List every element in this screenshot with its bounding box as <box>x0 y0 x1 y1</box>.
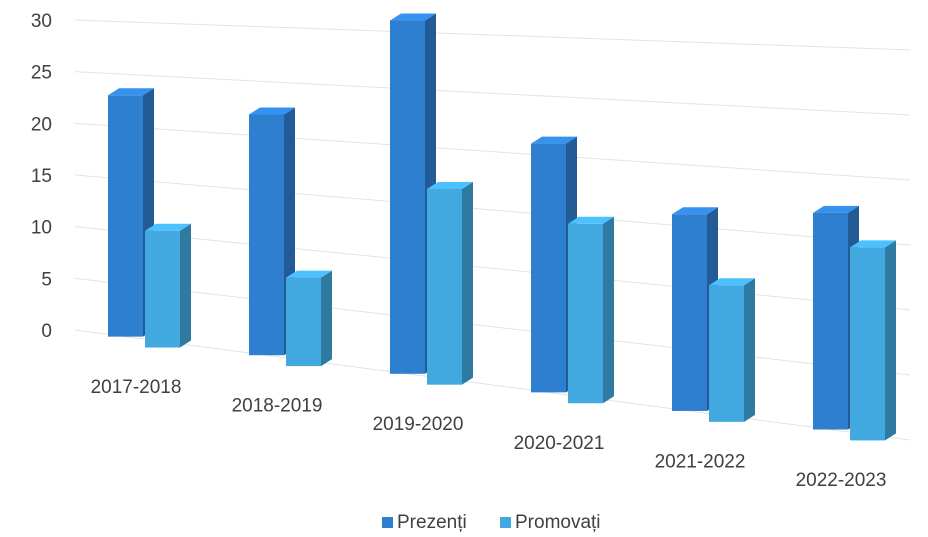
legend: Prezenți Promovați <box>382 512 601 533</box>
y-tick-label: 15 <box>31 166 52 187</box>
bar-front <box>390 20 425 374</box>
gridline <box>74 19 911 51</box>
bar-front <box>108 95 143 337</box>
legend-item: Promovați <box>500 512 601 533</box>
bar-front <box>427 188 462 385</box>
gridline <box>74 226 911 311</box>
y-tick-label: 20 <box>31 114 52 135</box>
gridline <box>74 329 911 441</box>
x-category-label: 2018-2019 <box>232 396 323 417</box>
bar-top <box>672 207 718 215</box>
bar-side <box>885 240 896 441</box>
y-tick-label: 25 <box>31 63 52 84</box>
y-tick-label: 5 <box>41 269 52 290</box>
bar-side <box>744 278 755 422</box>
bar-side <box>180 223 191 348</box>
bar <box>427 181 473 385</box>
bar-side <box>603 216 614 404</box>
bar-front <box>286 277 321 367</box>
bar-top <box>145 223 191 231</box>
legend-label: Promovați <box>515 512 601 533</box>
bars <box>108 13 896 441</box>
bar-front <box>568 223 603 404</box>
bar-front <box>531 143 566 393</box>
bar <box>568 216 614 404</box>
x-axis-labels: 2017-2018 2018-2019 2019-2020 2020-2021 2021… <box>91 377 887 491</box>
x-category-label: 2017-2018 <box>91 377 182 398</box>
bar-front <box>813 212 848 430</box>
bar-front <box>672 214 707 411</box>
y-axis-ticks: 0 5 10 15 20 25 30 <box>31 11 52 342</box>
bar <box>850 240 896 441</box>
bar-top <box>108 88 154 96</box>
gridline <box>74 122 911 181</box>
bar <box>249 107 295 356</box>
bar-front <box>145 230 180 348</box>
bar-front <box>709 285 744 422</box>
legend-swatch <box>500 517 511 528</box>
bar-top <box>568 216 614 224</box>
x-category-label: 2020-2021 <box>514 433 605 454</box>
bar-top <box>813 205 859 213</box>
y-tick-label: 0 <box>41 321 52 342</box>
y-tick-label: 30 <box>31 11 52 32</box>
bar-side <box>321 270 332 367</box>
x-category-label: 2021-2022 <box>655 451 746 472</box>
bar-top <box>850 240 896 248</box>
bar-top <box>531 136 577 144</box>
legend-swatch <box>382 517 393 528</box>
bar-front <box>850 247 885 441</box>
bar-top <box>709 278 755 286</box>
gridline <box>74 71 911 116</box>
x-category-label: 2022-2023 <box>796 470 887 491</box>
legend-item: Prezenți <box>382 512 467 533</box>
gridline <box>74 277 911 376</box>
gridlines <box>74 19 911 441</box>
gridline <box>74 174 911 246</box>
bar-front <box>249 114 284 356</box>
bar-side <box>462 181 473 385</box>
legend-label: Prezenți <box>397 512 467 533</box>
bar <box>145 223 191 348</box>
x-category-label: 2019-2020 <box>373 414 464 435</box>
bar <box>709 278 755 422</box>
bar <box>286 270 332 367</box>
bar-top <box>427 181 473 189</box>
bar-top <box>249 107 295 115</box>
bar-top <box>390 13 436 21</box>
y-tick-label: 10 <box>31 218 52 239</box>
bar-top <box>286 270 332 278</box>
